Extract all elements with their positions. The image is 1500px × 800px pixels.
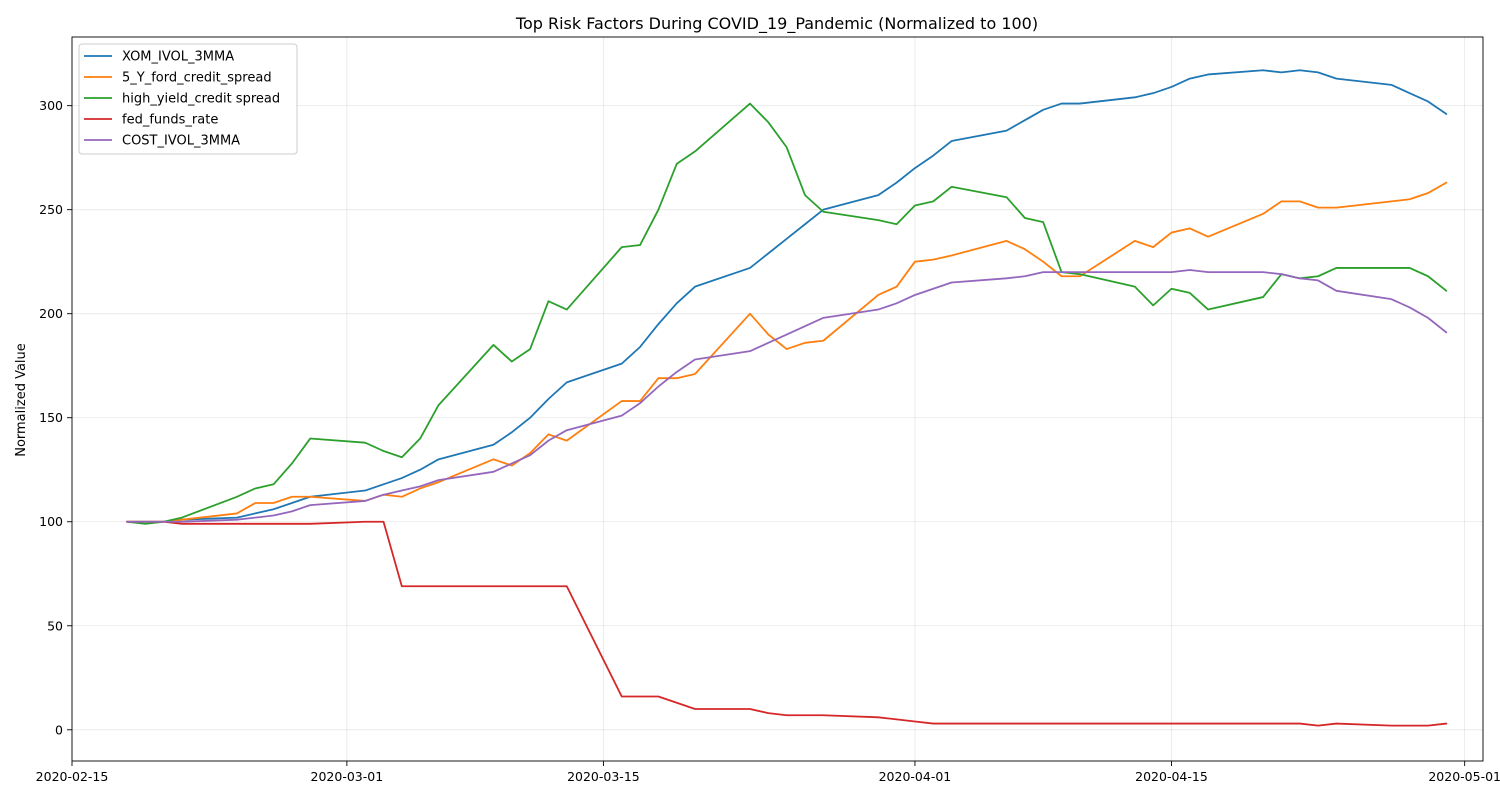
gridlines	[71, 37, 1483, 761]
x-tick-label: 2020-03-15	[567, 769, 640, 784]
x-tick-label: 2020-04-15	[1135, 769, 1208, 784]
legend: XOM_IVOL_3MMA 5_Y_ford_credit_spread high_…	[78, 43, 298, 155]
y-tick-label: 50	[47, 618, 63, 633]
legend-label: high_yield_credit spread	[122, 92, 280, 107]
series-lines	[126, 69, 1448, 727]
series-line-cost-ivol-3mma	[126, 269, 1448, 523]
plot-frame	[71, 36, 1484, 762]
chart-title: Top Risk Factors During COVID_19_Pandemi…	[515, 14, 1038, 34]
legend-label: fed_funds_rate	[122, 113, 218, 128]
y-tick-label: 300	[39, 98, 63, 113]
legend-label: 5_Y_ford_credit_spread	[122, 71, 272, 86]
x-tick-label: 2020-05-01	[1428, 769, 1500, 784]
series-line-xom-ivol-3mma	[126, 69, 1448, 523]
y-tick-label: 200	[39, 306, 63, 321]
y-axis-label: Normalized Value	[14, 343, 29, 457]
y-tick-label: 0	[55, 722, 63, 737]
x-tick-label: 2020-04-01	[879, 769, 952, 784]
x-axis: 2020-02-15 2020-03-01 2020-03-15 2020-04-01…	[36, 761, 1500, 784]
legend-label: XOM_IVOL_3MMA	[122, 50, 234, 65]
x-tick-label: 2020-03-01	[311, 769, 384, 784]
series-line-fed-funds-rate	[126, 520, 1448, 727]
y-tick-label: 100	[39, 514, 63, 529]
series-line-5-y-ford-credit-spread	[126, 181, 1448, 523]
legend-label: COST_IVOL_3MMA	[122, 134, 240, 149]
x-tick-label: 2020-02-15	[36, 769, 109, 784]
legend-box	[78, 43, 298, 155]
series-line-high-yield-credit-spread	[126, 102, 1448, 525]
y-tick-label: 250	[39, 202, 63, 217]
y-axis: 0 50 100 150 200 250 300	[39, 98, 72, 737]
y-tick-label: 150	[39, 410, 63, 425]
